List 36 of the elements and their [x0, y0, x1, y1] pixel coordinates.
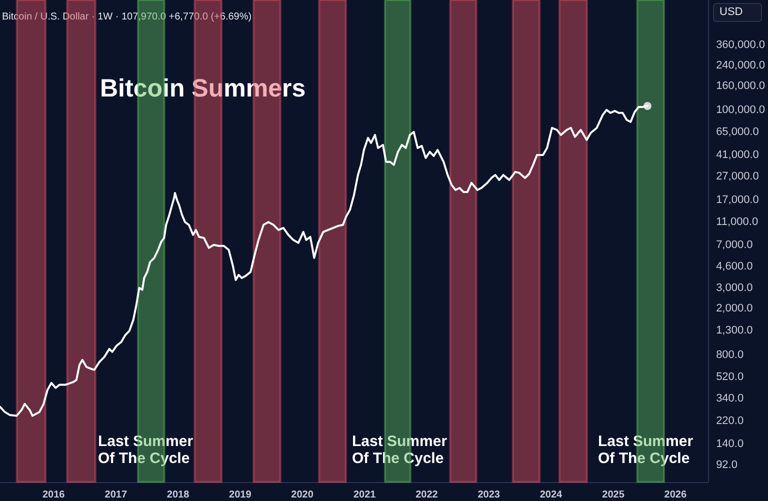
- x-tick-label: 2023: [478, 490, 500, 500]
- x-tick-label: 2025: [602, 490, 625, 500]
- x-tick-label: 2016: [42, 490, 66, 500]
- y-tick-label: 160,000.0: [716, 80, 765, 92]
- y-tick-label: 11,000.0: [716, 216, 758, 228]
- annotation: Last Summer Of The Cycle: [352, 433, 448, 467]
- x-tick-label: 2022: [416, 490, 438, 500]
- y-tick-label: 800.0: [716, 349, 744, 362]
- annotation: Last Summer Of The Cycle: [598, 433, 694, 467]
- y-tick-label: 140.0: [716, 438, 744, 450]
- y-tick-label: 17,000.0: [716, 194, 759, 206]
- y-tick-label: 220.0: [716, 414, 744, 427]
- y-tick-label: 4,600.0: [716, 260, 753, 272]
- x-tick-label: 2017: [104, 490, 128, 500]
- y-tick-label: 340.0: [716, 392, 744, 405]
- y-tick-label: 7,000.0: [716, 239, 753, 252]
- annotation: Last Summer Of The Cycle: [98, 433, 194, 467]
- y-tick-label: 92.0: [716, 459, 738, 472]
- x-tick-label: 2019: [229, 490, 252, 500]
- y-tick-label: 240,000.0: [716, 59, 765, 72]
- text: Bitcoin Summers: [100, 74, 306, 102]
- y-tick-label: 360,000.0: [716, 38, 765, 51]
- x-tick-label: 2018: [166, 490, 190, 500]
- y-tick-label: 41,000.0: [716, 149, 759, 162]
- x-tick-label: 2024: [540, 490, 563, 500]
- y-tick-label: 520.0: [716, 371, 744, 384]
- x-tick-label: 2021: [353, 490, 376, 500]
- y-tick-label: 3,000.0: [716, 282, 753, 294]
- x-tick-label: 2020: [291, 490, 314, 500]
- y-tick-label: 65,000.0: [716, 126, 759, 138]
- y-tick-label: 2,000.0: [716, 302, 753, 315]
- y-tick-label: 1,300.0: [716, 324, 753, 337]
- x-tick-label: 2026: [664, 490, 687, 500]
- y-tick-label: 100,000.0: [716, 104, 765, 116]
- text: USD: [720, 6, 743, 18]
- y-tick-label: 27,000.0: [716, 170, 759, 182]
